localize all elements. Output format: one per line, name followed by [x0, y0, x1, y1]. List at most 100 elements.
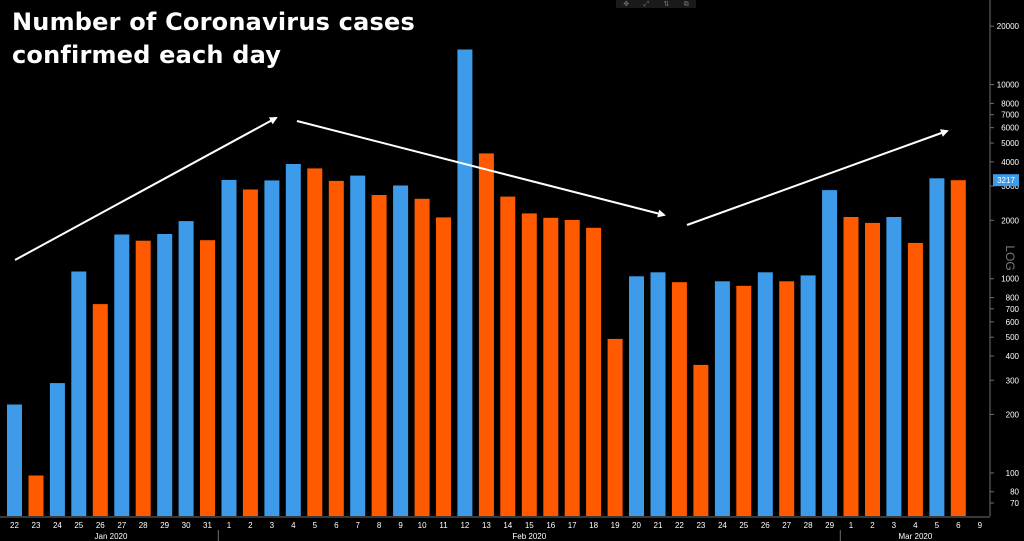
y-tick-label: 2000: [1001, 216, 1019, 225]
x-tick-label: 27: [782, 521, 791, 530]
x-tick-label: 30: [182, 521, 191, 530]
x-tick-label: 20: [632, 521, 641, 530]
chart-toolbar: ✥ ⤢ ⇅ ⧉: [616, 0, 696, 8]
bar: [757, 272, 773, 516]
x-tick-label: 22: [675, 521, 684, 530]
x-tick-label: 8: [377, 521, 382, 530]
chart-title-line-1: Number of Coronavirus cases: [12, 8, 415, 36]
trend-arrow-up-right: [686, 129, 949, 226]
bar: [157, 234, 173, 516]
bar: [714, 281, 730, 516]
x-tick-label: 5: [313, 521, 318, 530]
x-tick-label: 18: [589, 521, 598, 530]
copy-icon[interactable]: ⧉: [683, 0, 689, 8]
bar: [800, 275, 816, 516]
y-tick-label: 700: [1006, 305, 1020, 314]
y-tick-label: 600: [1006, 318, 1020, 327]
y-tick-label: 200: [1006, 410, 1020, 419]
bar: [607, 338, 623, 516]
x-tick-label: 4: [913, 521, 918, 530]
bar: [28, 475, 44, 516]
month-label: Feb 2020: [512, 532, 546, 541]
x-tick-label: 14: [503, 521, 512, 530]
bar: [586, 227, 602, 517]
bar: [950, 180, 966, 516]
x-tick-label: 11: [439, 521, 448, 530]
last-value-badge: [993, 174, 1019, 187]
x-tick-label: 12: [460, 521, 469, 530]
y-tick-label: 20000: [997, 22, 1020, 31]
y-tick-label: 70: [1010, 499, 1019, 508]
bar: [629, 276, 644, 516]
bar: [693, 364, 709, 516]
x-tick-label: 1: [849, 521, 854, 530]
month-label: Mar 2020: [899, 532, 933, 541]
bar: [92, 304, 108, 516]
month-label: Jan 2020: [95, 532, 128, 541]
move-icon[interactable]: ✥: [623, 0, 630, 8]
x-tick-label: 24: [53, 521, 62, 530]
y-tick-label: 1000: [1001, 275, 1019, 284]
bar: [736, 285, 752, 516]
bar: [886, 217, 902, 516]
y-tick-label: 7000: [1001, 111, 1019, 120]
x-tick-label: 6: [334, 521, 339, 530]
bar: [242, 189, 258, 516]
bar: [500, 196, 516, 516]
y-tick-label: 300: [1006, 376, 1020, 385]
bar: [328, 180, 344, 516]
bar: [521, 213, 537, 516]
expand-icon[interactable]: ⤢: [643, 0, 650, 8]
trend-arrow-up-left: [14, 117, 278, 261]
x-tick-label: 9: [978, 521, 983, 530]
x-tick-label: 23: [696, 521, 705, 530]
y-tick-label: 6000: [1001, 124, 1019, 133]
x-tick-label: 28: [139, 521, 148, 530]
bar: [671, 282, 687, 516]
sort-icon[interactable]: ⇅: [663, 0, 670, 8]
x-tick-label: 2: [870, 521, 875, 530]
bar: [865, 222, 880, 516]
y-tick-label: 10000: [997, 81, 1020, 90]
bar: [221, 179, 237, 516]
trend-arrow-down-middle: [296, 120, 666, 218]
chart-title: Number of Coronavirus cases confirmed ea…: [12, 6, 415, 72]
x-tick-label: 22: [10, 521, 19, 530]
bar: [436, 217, 451, 516]
bar: [414, 198, 430, 517]
bar: [49, 383, 65, 516]
bar: [371, 195, 387, 516]
bar: [285, 164, 301, 516]
y-tick-label: 5000: [1001, 139, 1019, 148]
bar: [71, 271, 87, 516]
chart-title-line-2: confirmed each day: [12, 41, 282, 69]
bars-group: [7, 49, 966, 517]
x-tick-label: 3: [892, 521, 897, 530]
x-tick-label: 25: [739, 521, 748, 530]
bar: [478, 153, 494, 516]
x-tick-label: 5: [935, 521, 940, 530]
bar: [650, 272, 666, 516]
x-tick-label: 29: [160, 521, 169, 530]
x-tick-label: 29: [825, 521, 834, 530]
x-tick-label: 9: [398, 521, 403, 530]
bar: [779, 281, 795, 516]
bar: [135, 240, 151, 516]
x-tick-label: 31: [203, 521, 212, 530]
x-tick-label: 21: [654, 521, 663, 530]
bar: [457, 49, 473, 516]
x-tick-label: 7: [355, 521, 360, 530]
x-tick-label: 17: [568, 521, 577, 530]
x-tick-label: 24: [718, 521, 727, 530]
y-tick-label: 500: [1006, 333, 1020, 342]
y-tick-label: 8000: [1001, 99, 1019, 108]
y-axis-label: LOG: [1003, 245, 1017, 270]
bar: [907, 242, 923, 516]
bar: [7, 404, 22, 516]
bar: [114, 234, 130, 516]
x-tick-label: 27: [117, 521, 126, 530]
x-tick-label: 1: [227, 521, 232, 530]
x-tick-label: 16: [546, 521, 555, 530]
y-tick-label: 3000: [1001, 182, 1019, 191]
